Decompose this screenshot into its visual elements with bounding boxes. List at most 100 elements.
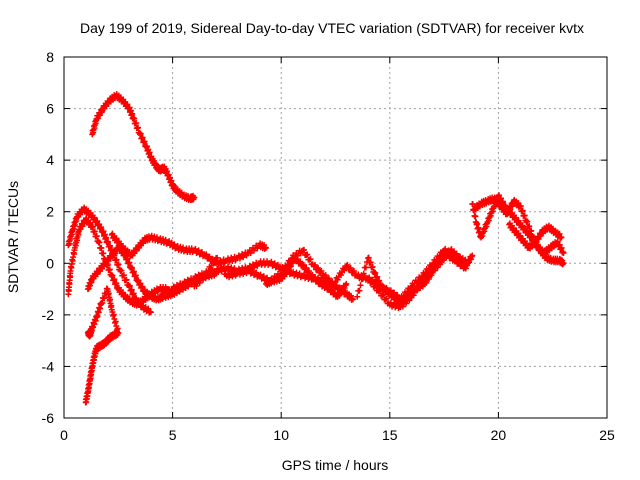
data-point — [350, 268, 357, 275]
data-point — [366, 274, 373, 281]
data-point — [524, 218, 531, 225]
data-point — [133, 120, 140, 127]
data-point — [453, 256, 460, 263]
x-tick-label: 15 — [382, 427, 398, 443]
data-point — [201, 274, 208, 281]
series-arc-14 — [471, 194, 567, 268]
data-point — [357, 282, 364, 289]
data-point — [339, 288, 346, 295]
data-point — [517, 203, 524, 210]
data-point — [123, 276, 130, 283]
series-arc-5 — [108, 230, 269, 268]
data-point — [372, 282, 379, 289]
data-point — [99, 294, 106, 301]
data-point — [198, 248, 205, 255]
data-point — [274, 261, 281, 268]
data-point — [118, 267, 125, 274]
y-tick-label: 2 — [46, 204, 54, 220]
data-point — [84, 329, 91, 336]
data-point — [307, 256, 314, 263]
data-points — [65, 91, 567, 406]
data-point — [346, 265, 353, 272]
data-point — [301, 246, 308, 253]
y-axis-label: SDTVAR / TECUs — [5, 181, 21, 293]
x-tick-label: 25 — [599, 427, 615, 443]
data-point — [318, 268, 325, 275]
data-point — [101, 290, 108, 297]
data-point — [343, 291, 350, 298]
data-point — [302, 265, 309, 272]
data-point — [106, 266, 113, 273]
data-point — [332, 289, 339, 296]
series-arc-12 — [365, 248, 469, 312]
data-point — [337, 272, 344, 279]
data-point — [113, 256, 120, 263]
data-point — [89, 223, 96, 230]
x-tick-label: 0 — [60, 427, 68, 443]
data-point — [115, 261, 122, 268]
data-point — [314, 276, 321, 283]
data-point — [98, 244, 105, 251]
data-point — [356, 287, 363, 294]
data-point — [442, 248, 449, 255]
data-point — [303, 264, 310, 271]
data-point — [311, 261, 318, 268]
data-point — [93, 232, 100, 239]
data-point — [421, 277, 428, 284]
data-point — [91, 228, 98, 235]
data-point — [428, 269, 435, 276]
data-point — [407, 294, 414, 301]
data-point — [432, 263, 439, 270]
series-arc-1 — [89, 91, 198, 204]
data-point — [472, 213, 479, 220]
data-point — [315, 264, 322, 271]
data-point — [365, 254, 372, 261]
data-point — [249, 268, 256, 275]
data-point — [367, 259, 374, 266]
data-point — [325, 275, 332, 282]
data-point — [424, 273, 431, 280]
data-point — [445, 251, 452, 258]
data-point — [341, 285, 348, 292]
data-point — [464, 260, 471, 267]
series-arc-15 — [506, 220, 565, 252]
data-point — [317, 269, 324, 276]
data-point — [359, 276, 366, 283]
data-point — [369, 278, 376, 285]
data-point — [369, 263, 376, 270]
data-point — [528, 227, 535, 234]
data-point — [333, 282, 340, 289]
data-point — [314, 265, 321, 272]
x-axis-label: GPS time / hours — [282, 457, 389, 473]
x-tick-label: 5 — [169, 427, 177, 443]
data-point — [103, 285, 110, 292]
data-point — [328, 279, 335, 286]
data-point — [519, 207, 526, 214]
y-tick-label: -4 — [42, 358, 55, 374]
data-point — [469, 252, 476, 259]
data-point — [462, 256, 469, 263]
data-point — [384, 286, 391, 293]
data-point — [323, 282, 330, 289]
data-point — [299, 262, 306, 269]
data-point — [322, 272, 329, 279]
y-tick-label: -2 — [42, 307, 55, 323]
data-point — [349, 269, 356, 276]
data-point — [382, 296, 389, 303]
data-point — [343, 280, 350, 287]
data-point — [459, 261, 466, 268]
data-point — [558, 234, 565, 241]
data-point — [344, 261, 351, 268]
data-point — [347, 264, 354, 271]
x-tick-label: 20 — [491, 427, 507, 443]
data-point — [171, 241, 178, 248]
data-point — [448, 253, 455, 260]
data-point — [368, 279, 375, 286]
data-point — [362, 264, 369, 271]
data-point — [195, 247, 202, 254]
data-point — [371, 283, 378, 290]
data-point — [410, 292, 417, 299]
y-tick-label: 0 — [46, 255, 54, 271]
data-point — [377, 287, 384, 294]
data-point — [461, 264, 468, 271]
